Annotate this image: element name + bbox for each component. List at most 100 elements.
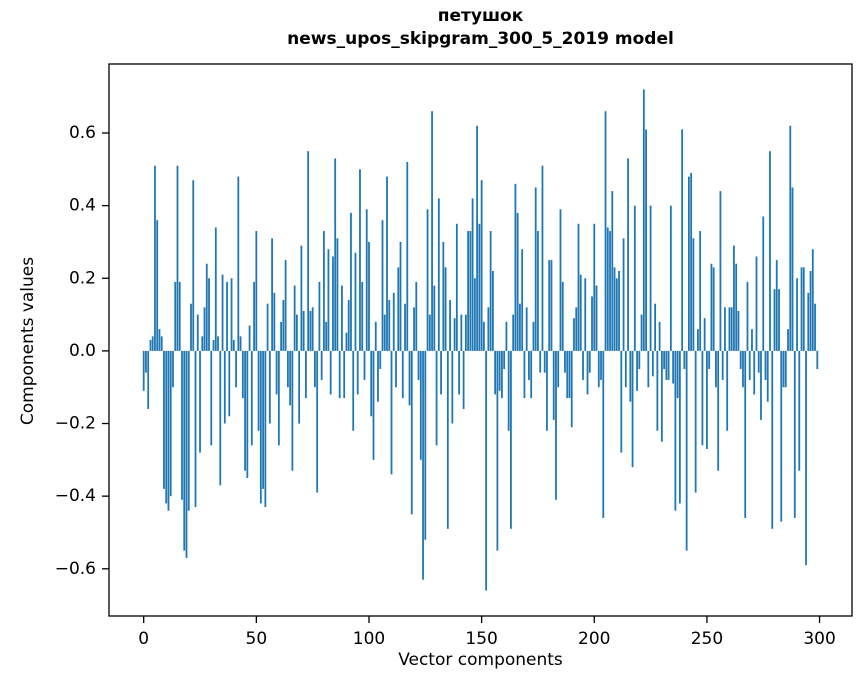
bar [435, 350, 438, 446]
bar [480, 180, 483, 351]
bar [681, 129, 684, 351]
bar [642, 89, 645, 351]
bar [343, 350, 346, 399]
x-tick-label: 200 [578, 629, 610, 649]
bar [329, 350, 332, 395]
bar [559, 209, 562, 351]
bar [235, 350, 237, 388]
bar [280, 321, 283, 351]
bar [487, 307, 490, 351]
bar [807, 292, 810, 351]
bar [773, 289, 776, 351]
bar [570, 350, 573, 428]
bar [708, 350, 711, 370]
y-tick-label: −0.4 [55, 486, 96, 506]
bar [600, 350, 602, 380]
bar [528, 350, 530, 380]
bar [273, 292, 276, 351]
bar [311, 307, 314, 351]
bar [406, 162, 409, 351]
bar [701, 350, 704, 446]
bar [275, 350, 278, 395]
bar [320, 350, 323, 380]
bar [286, 350, 289, 388]
x-tick-label: 300 [803, 629, 835, 649]
bar [426, 209, 429, 351]
bar [764, 350, 767, 380]
bar [726, 350, 729, 431]
bar [246, 350, 249, 478]
bar [640, 314, 643, 351]
bar [149, 340, 152, 351]
bar [620, 350, 623, 453]
bar [678, 350, 681, 504]
bar [248, 325, 251, 351]
bar [651, 350, 654, 377]
bar [428, 314, 431, 351]
bar [789, 125, 792, 351]
bar [496, 350, 499, 551]
bar [501, 350, 503, 399]
bar [638, 350, 641, 370]
bar [579, 274, 582, 351]
bar [516, 212, 519, 351]
bar [771, 350, 774, 529]
bar [383, 314, 386, 351]
bar [687, 176, 690, 351]
bar [512, 314, 515, 351]
bar [345, 332, 348, 351]
bar [746, 281, 749, 351]
bar [690, 172, 693, 351]
bar [323, 231, 325, 351]
bar [491, 271, 494, 351]
bar [419, 350, 422, 460]
bar [537, 231, 539, 351]
bar [160, 336, 163, 351]
bar [546, 350, 548, 431]
bar [624, 350, 627, 388]
bar [498, 350, 501, 391]
bar [591, 296, 593, 351]
bar [692, 238, 695, 351]
bar [325, 321, 328, 351]
bar [388, 300, 391, 351]
bar [584, 278, 587, 351]
bar [289, 350, 292, 406]
bar [417, 350, 420, 380]
bar [715, 350, 717, 388]
bar [622, 238, 625, 351]
bar [672, 350, 675, 384]
bar [424, 350, 427, 540]
bar [408, 350, 411, 406]
bar [611, 191, 614, 351]
x-tick-label: 0 [138, 629, 149, 649]
bar [780, 350, 783, 522]
bar [676, 350, 679, 399]
bar [744, 350, 747, 518]
bar [356, 350, 359, 395]
bar [739, 350, 742, 370]
bar [717, 350, 720, 471]
bar [473, 278, 476, 351]
bar [347, 300, 350, 351]
bar [336, 238, 339, 351]
bar [735, 263, 738, 351]
bar [318, 281, 321, 351]
bar [203, 307, 206, 351]
bar [649, 205, 652, 351]
bar-series [142, 89, 819, 591]
bar [163, 350, 165, 489]
bar [210, 350, 213, 446]
bar [386, 176, 388, 351]
bar [458, 350, 460, 395]
bar [350, 212, 352, 351]
bar [413, 307, 415, 351]
bar [379, 350, 382, 370]
bar [728, 307, 731, 351]
bar [151, 336, 154, 351]
bar [309, 310, 312, 351]
bar [604, 111, 607, 351]
bar [192, 180, 195, 351]
bar [453, 318, 456, 351]
bar [742, 350, 744, 388]
